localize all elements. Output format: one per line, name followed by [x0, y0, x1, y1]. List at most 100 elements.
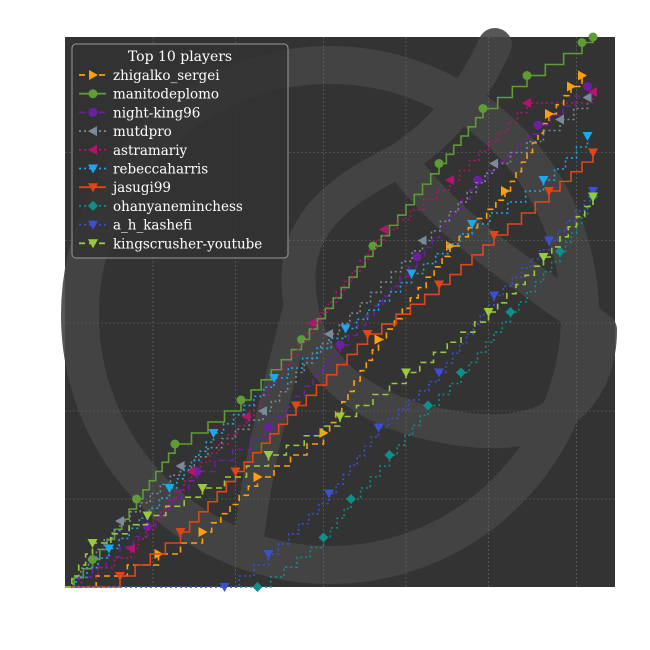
data-point — [318, 532, 329, 543]
legend-label: jasugi99 — [111, 180, 171, 196]
data-point — [489, 231, 499, 240]
data-point — [555, 246, 565, 257]
data-point — [456, 367, 466, 378]
data-point — [522, 98, 531, 108]
series-a_h_kashefi — [65, 187, 598, 592]
data-point — [533, 120, 543, 130]
legend-label: astramariy — [113, 143, 188, 159]
legend-marker — [88, 89, 98, 99]
data-point — [230, 467, 241, 477]
data-point — [538, 253, 549, 262]
data-point — [186, 466, 196, 477]
data-point — [423, 400, 433, 411]
series-line — [65, 92, 594, 588]
legend-entry: manitodeplomo — [79, 87, 219, 103]
series-line — [65, 196, 594, 588]
data-point — [434, 159, 444, 168]
series-line — [65, 191, 594, 588]
series-line — [65, 196, 594, 588]
data-point — [555, 114, 564, 125]
legend-label: a_h_kashefi — [113, 218, 192, 234]
series-jasugi99 — [65, 148, 598, 588]
data-point — [335, 412, 345, 422]
data-point — [324, 489, 334, 499]
legend-entry: jasugi99 — [79, 180, 171, 196]
data-point — [588, 148, 598, 158]
data-point — [253, 472, 263, 482]
legend: Top 10 players zhigalko_sergei manitodepl… — [71, 43, 289, 259]
data-point — [434, 280, 444, 290]
data-point — [522, 71, 532, 80]
data-point — [374, 334, 384, 345]
data-point — [588, 87, 597, 97]
series-line — [65, 86, 589, 588]
legend-entry: astramariy — [79, 143, 188, 159]
series-manitodeplomo — [65, 32, 598, 588]
data-point — [538, 176, 549, 185]
data-point — [412, 252, 422, 262]
data-point — [505, 307, 516, 317]
data-point — [483, 308, 494, 317]
data-point — [263, 550, 274, 559]
data-point — [567, 81, 576, 92]
data-point — [258, 406, 267, 416]
data-point — [379, 224, 388, 235]
data-point — [445, 175, 454, 185]
legend-entry: zhigalko_sergei — [79, 68, 220, 84]
data-point — [368, 241, 378, 251]
data-point — [401, 368, 411, 378]
data-point — [578, 70, 587, 81]
legend-marker — [88, 164, 98, 174]
data-point — [577, 38, 587, 47]
data-point — [198, 527, 208, 537]
legend-marker — [89, 70, 98, 80]
data-point — [384, 450, 395, 460]
legend-marker — [88, 144, 97, 155]
legend-items: zhigalko_sergei manitodeplomo night-king96… — [79, 68, 262, 252]
data-point — [544, 236, 554, 246]
data-point — [489, 291, 499, 301]
data-point — [115, 572, 125, 581]
legend-label: zhigalko_sergei — [113, 68, 220, 84]
data-point — [263, 451, 274, 460]
data-point — [164, 484, 175, 493]
series-line — [65, 152, 594, 588]
legend-entry: rebeccaharris — [79, 162, 208, 178]
legend-label: night-king96 — [113, 105, 200, 121]
data-point — [346, 494, 356, 504]
data-point — [582, 132, 593, 141]
legend-box — [71, 43, 289, 259]
series-line — [65, 97, 589, 588]
data-point — [241, 411, 251, 422]
data-point — [434, 368, 444, 378]
legend-marker — [88, 107, 98, 117]
data-point — [175, 461, 185, 471]
data-point — [208, 429, 219, 438]
data-point — [417, 235, 427, 246]
data-point — [478, 104, 488, 113]
legend-entry: a_h_kashefi — [79, 218, 192, 234]
series-astramariy — [65, 87, 597, 588]
data-point — [588, 192, 598, 202]
series-mutdpro — [65, 92, 592, 588]
data-point — [175, 528, 186, 537]
chess-knight-watermark-icon — [61, 28, 617, 584]
data-point — [362, 330, 373, 339]
data-point — [588, 32, 598, 42]
data-point — [126, 543, 135, 554]
series-night-king96 — [65, 82, 592, 588]
data-point — [297, 335, 306, 344]
series-kingscrusher-youtube — [65, 192, 598, 588]
legend-marker — [88, 183, 98, 193]
data-point — [170, 439, 180, 449]
data-point — [104, 544, 114, 554]
legend-entry: kingscrusher-youtube — [79, 236, 262, 252]
data-point — [324, 329, 333, 339]
data-point — [307, 318, 317, 328]
data-point — [406, 269, 417, 279]
data-point — [252, 582, 263, 592]
legend-label: manitodeplomo — [113, 87, 219, 103]
legend-entry: night-king96 — [79, 105, 200, 121]
data-point — [115, 516, 124, 526]
